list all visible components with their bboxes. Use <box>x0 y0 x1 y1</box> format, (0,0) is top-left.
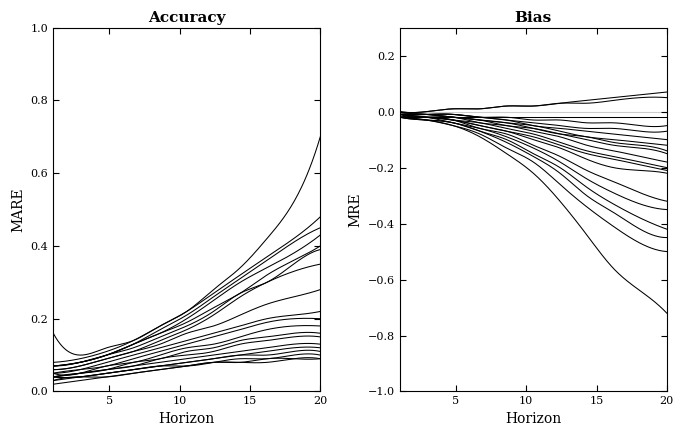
Title: Accuracy: Accuracy <box>148 11 225 25</box>
Y-axis label: MRE: MRE <box>348 192 362 227</box>
X-axis label: Horizon: Horizon <box>505 412 562 426</box>
Y-axis label: MARE: MARE <box>11 187 25 232</box>
X-axis label: Horizon: Horizon <box>159 412 215 426</box>
Title: Bias: Bias <box>514 11 552 25</box>
